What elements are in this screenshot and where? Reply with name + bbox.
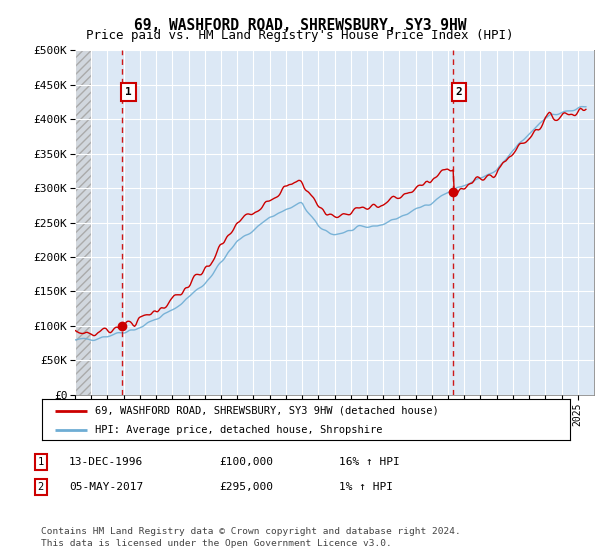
Text: £100,000: £100,000 [219,457,273,467]
Text: 69, WASHFORD ROAD, SHREWSBURY, SY3 9HW (detached house): 69, WASHFORD ROAD, SHREWSBURY, SY3 9HW (… [95,405,439,416]
Bar [75,50,91,395]
Text: 1: 1 [38,457,44,467]
Text: £295,000: £295,000 [219,482,273,492]
Text: 13-DEC-1996: 13-DEC-1996 [69,457,143,467]
Text: 1: 1 [125,87,131,97]
Text: 16% ↑ HPI: 16% ↑ HPI [339,457,400,467]
Text: 2: 2 [38,482,44,492]
Text: 69, WASHFORD ROAD, SHREWSBURY, SY3 9HW: 69, WASHFORD ROAD, SHREWSBURY, SY3 9HW [134,18,466,33]
Text: 2: 2 [455,87,462,97]
Text: 1% ↑ HPI: 1% ↑ HPI [339,482,393,492]
Text: Price paid vs. HM Land Registry's House Price Index (HPI): Price paid vs. HM Land Registry's House … [86,29,514,42]
Bar [75,50,91,395]
Text: Contains HM Land Registry data © Crown copyright and database right 2024.
This d: Contains HM Land Registry data © Crown c… [41,527,461,548]
Text: 05-MAY-2017: 05-MAY-2017 [69,482,143,492]
Text: HPI: Average price, detached house, Shropshire: HPI: Average price, detached house, Shro… [95,424,382,435]
